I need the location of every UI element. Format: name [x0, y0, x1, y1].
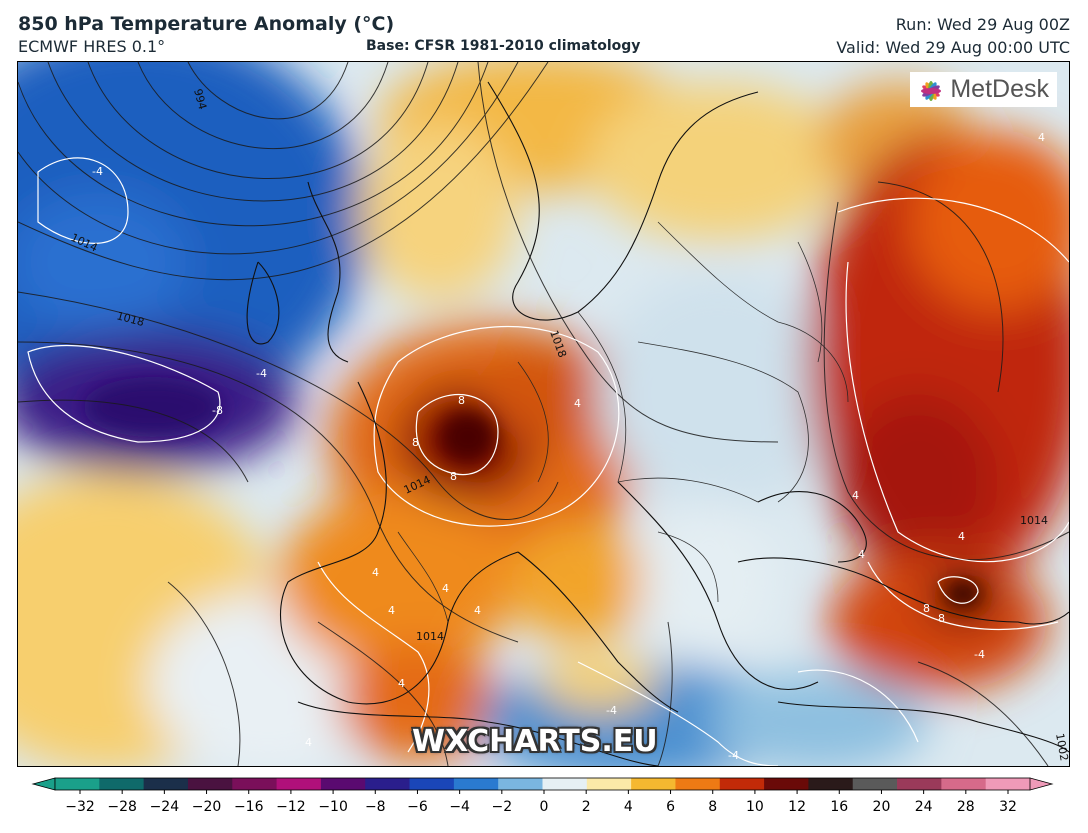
colorbar-segment: [453, 778, 499, 790]
colorbar-tick-label: 24: [915, 799, 933, 815]
anomaly-label: -4: [92, 165, 103, 178]
colorbar-tick-label: −2: [491, 799, 512, 815]
anomaly-label: 8: [412, 436, 419, 449]
isobar-lines: [18, 62, 1069, 766]
colorbar-tick-label: −24: [150, 799, 180, 815]
colorbar-tick-label: −6: [407, 799, 428, 815]
colorbar-min-arrow: [31, 777, 56, 791]
colorbar-tick-label: −4: [449, 799, 470, 815]
anomaly-label: 8: [938, 612, 945, 625]
colorbar-tick-label: 28: [957, 799, 975, 815]
colorbar-segment: [897, 778, 942, 790]
anomaly-label: 4: [372, 566, 379, 579]
colorbar-segment: [55, 778, 100, 790]
anomaly-label: 4: [398, 677, 405, 690]
colorbar-segment: [143, 778, 189, 790]
valid-time-label: Valid: Wed 29 Aug 00:00 UTC: [836, 38, 1070, 57]
colorbar-segment: [276, 778, 322, 790]
isobar-label: 1014: [416, 630, 444, 643]
anomaly-label: -4: [606, 704, 617, 717]
colorbar-tick-label: 4: [624, 799, 633, 815]
colorbar-segment: [320, 778, 366, 790]
colorbar-segment: [719, 778, 765, 790]
colorbar-tick-label: 12: [788, 799, 806, 815]
anomaly-label: 4: [852, 489, 859, 502]
colorbar-tick-label: −8: [365, 799, 386, 815]
colorbar-segment: [941, 778, 987, 790]
metdesk-flower-icon: [921, 80, 942, 101]
isobar-label: 994: [191, 87, 209, 111]
isobar-label: 1002: [1053, 732, 1069, 762]
colorbar-tick-label: −16: [234, 799, 264, 815]
colorbar-segment: [675, 778, 721, 790]
metdesk-logo: MetDesk: [910, 72, 1057, 107]
colorbar-segment: [409, 778, 455, 790]
colorbar-tick-label: 16: [830, 799, 848, 815]
colorbar-segment: [586, 778, 632, 790]
map-canvas: 994 1014 1018 1018 1014 1014 1014 1002 -…: [18, 62, 1069, 766]
anomaly-label: 4: [1038, 131, 1045, 144]
colorbar-tick-label: −12: [276, 799, 306, 815]
colorbar-tick-label: −32: [65, 799, 95, 815]
colorbar-tick-label: 0: [540, 799, 549, 815]
colorbar-segment: [764, 778, 809, 790]
anomaly-label: -4: [256, 367, 267, 380]
anomaly-label: 4: [388, 604, 395, 617]
colorbar-segment: [99, 778, 145, 790]
colorbar-tick-label: 8: [708, 799, 717, 815]
colorbar: −32 −28 −24 −20 −16 −12 −10 −8 −6 −4 −2 0 2 4 6 8 10 12 16…: [31, 777, 1054, 815]
colorbar-segment: [232, 778, 278, 790]
anomaly-label: 8: [923, 602, 930, 615]
colorbar-segment: [542, 778, 588, 790]
logo-text: MetDesk: [950, 75, 1049, 103]
anomaly-label: -8: [212, 404, 223, 417]
colorbar-tick-label: 32: [999, 799, 1017, 815]
run-time-label: Run: Wed 29 Aug 00Z: [895, 15, 1070, 34]
isobar-label: 1014: [1020, 514, 1048, 527]
colorbar-tick-label: −10: [318, 799, 348, 815]
anomaly-label: 4: [442, 582, 449, 595]
colorbar-tick-label: 6: [666, 799, 675, 815]
colorbar-segment: [852, 778, 898, 790]
colorbar-tick-label: −20: [192, 799, 222, 815]
anomaly-label: 4: [305, 736, 312, 749]
colorbar-tick-label: 2: [582, 799, 591, 815]
wxcharts-watermark: WXCHARTS.EU: [412, 724, 658, 759]
colorbar-segment: [498, 778, 543, 790]
anomaly-core: [83, 377, 981, 606]
coastlines: [246, 81, 1069, 766]
anomaly-label: -4: [974, 648, 985, 661]
anomaly-field: [18, 62, 1069, 766]
colorbar-segment: [808, 778, 854, 790]
anomaly-label: 4: [958, 530, 965, 543]
climatology-base-label: Base: CFSR 1981-2010 climatology: [366, 38, 641, 54]
colorbar-segment: [365, 778, 411, 790]
anomaly-map: 994 1014 1018 1018 1014 1014 1014 1002 -…: [17, 61, 1070, 767]
colorbar-tick-label: 10: [746, 799, 764, 815]
anomaly-label: -4: [728, 749, 739, 762]
colorbar-tick-label: −28: [107, 799, 137, 815]
colorbar-max-arrow: [1029, 777, 1054, 791]
anomaly-label: 4: [474, 604, 481, 617]
model-label: ECMWF HRES 0.1°: [18, 37, 166, 56]
colorbar-frame: [54, 777, 1031, 791]
colorbar-segment: [187, 778, 233, 790]
anomaly-label: 4: [858, 548, 865, 561]
anomaly-contours: [27, 157, 1069, 766]
anomaly-label: 8: [450, 470, 457, 483]
colorbar-segment: [631, 778, 676, 790]
chart-title: 850 hPa Temperature Anomaly (°C): [18, 13, 395, 35]
country-borders: [397, 221, 849, 623]
anomaly-label: 8: [458, 394, 465, 407]
colorbar-tick-label: 20: [873, 799, 891, 815]
colorbar-segment: [985, 778, 1031, 790]
anomaly-label: 4: [574, 397, 581, 410]
